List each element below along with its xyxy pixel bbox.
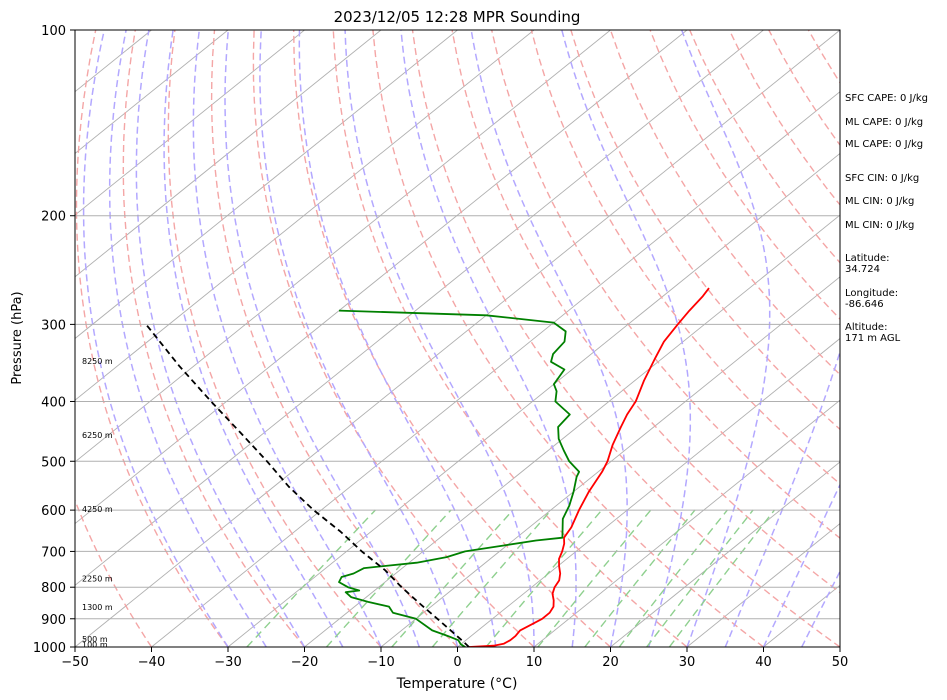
height-label: 500 m	[82, 635, 108, 644]
dry-adiabat-line	[570, 30, 840, 431]
isotherm-line	[75, 30, 535, 401]
isotherm-line	[610, 461, 840, 647]
dry-adiabat-line	[530, 30, 840, 485]
x-tick-label: 0	[453, 655, 461, 670]
moist-adiabat-line	[135, 30, 306, 647]
moist-adiabat-line	[298, 30, 497, 647]
chart-title: 2023/12/05 12:28 MPR Sounding	[334, 8, 581, 26]
x-tick-label: 40	[755, 655, 772, 670]
height-label: 6250 m	[82, 431, 113, 440]
longitude-value: -86.646	[845, 299, 884, 310]
dry-adiabat-line	[122, 30, 306, 647]
isotherm-line	[457, 337, 840, 647]
moist-adiabat-line	[344, 30, 535, 647]
y-axis-ticks: 100 200 300 400 500 600 700 800 900 1000	[33, 24, 75, 656]
sfc-cin-text: SFC CIN: 0 J/kg	[845, 173, 920, 184]
reference-lines	[75, 30, 840, 647]
longitude-label: Longitude:	[845, 288, 899, 299]
dry-adiabat-line	[167, 30, 382, 647]
isotherm-line	[75, 30, 611, 463]
isotherm-line	[227, 152, 840, 647]
dry-adiabat-line	[609, 30, 840, 376]
ml-cin-text: ML CIN: 0 J/kg	[845, 196, 915, 207]
isotherm-line	[304, 214, 840, 647]
x-tick-label: −10	[367, 655, 394, 670]
temperature-trace	[468, 287, 710, 647]
height-label: 4250 m	[82, 505, 113, 514]
height-label: 2250 m	[82, 575, 113, 584]
dry-adiabat-line	[411, 30, 840, 647]
x-tick-label: −20	[291, 655, 318, 670]
x-tick-label: −50	[61, 655, 88, 670]
height-label: 8250 m	[82, 357, 113, 366]
x-tick-label: 20	[602, 655, 619, 670]
isotherm-line	[75, 30, 458, 340]
moist-adiabat-line	[163, 30, 344, 647]
dewpoint-trace	[338, 309, 580, 647]
latitude-value: 34.724	[845, 264, 880, 275]
x-tick-label: 10	[526, 655, 543, 670]
y-tick-label: 700	[41, 545, 66, 560]
x-axis-label: Temperature (°C)	[396, 676, 518, 692]
moist-adiabat-line	[561, 30, 692, 647]
moist-adiabat-line	[762, 483, 840, 647]
isotherm-line	[533, 399, 840, 647]
dry-adiabat-line	[293, 30, 611, 647]
isotherm-line	[75, 30, 764, 586]
y-tick-label: 1000	[33, 641, 66, 656]
y-tick-label: 400	[41, 395, 66, 410]
isotherm-line	[75, 30, 305, 216]
isotherm-line	[151, 91, 840, 647]
dry-adiabat-line	[372, 30, 764, 647]
x-tick-label: −40	[138, 655, 165, 670]
dry-adiabat-line	[332, 30, 688, 647]
y-tick-label: 300	[41, 318, 66, 333]
y-tick-label: 600	[41, 504, 66, 519]
isotherm-line	[75, 30, 382, 278]
isotherm-line	[686, 523, 840, 647]
altitude-value: 171 m AGL	[845, 333, 901, 344]
moist-adiabat-line	[259, 30, 459, 647]
x-tick-label: 30	[679, 655, 696, 670]
x-axis-ticks: −50 −40 −30 −20 −10 0 10 20 30 40 50	[61, 647, 848, 670]
height-label: 1300 m	[82, 603, 113, 612]
moist-adiabat-line	[801, 569, 840, 647]
ml-cin-text-2: ML CIN: 0 J/kg	[845, 220, 915, 231]
moist-adiabat-line	[724, 30, 840, 647]
latitude-label: Latitude:	[845, 253, 890, 264]
moist-adiabat-line	[192, 30, 382, 647]
x-tick-label: −30	[214, 655, 241, 670]
x-tick-label: 50	[832, 655, 849, 670]
y-tick-label: 200	[41, 210, 66, 225]
ml-cape-text-2: ML CAPE: 0 J/kg	[845, 139, 924, 150]
moist-adiabat-line	[82, 30, 229, 647]
altitude-label: Altitude:	[845, 322, 888, 333]
isotherm-line	[75, 30, 688, 525]
mixing-ratio-line	[646, 509, 754, 647]
y-tick-label: 800	[41, 581, 66, 596]
ml-cape-text: ML CAPE: 0 J/kg	[845, 117, 924, 128]
dry-adiabat-line	[252, 30, 535, 647]
height-label: 100 m	[82, 641, 108, 650]
isotherm-line	[75, 30, 229, 154]
sounding-traces	[145, 287, 710, 647]
isotherm-line	[75, 30, 840, 647]
y-tick-label: 500	[41, 455, 66, 470]
dry-adiabat-line	[451, 30, 840, 594]
dry-adiabat-line	[210, 30, 458, 647]
dry-adiabat-line	[491, 30, 840, 540]
y-tick-label: 100	[41, 24, 66, 39]
y-tick-label: 900	[41, 613, 66, 628]
mixing-ratio-line	[668, 509, 775, 647]
parcel-trace	[145, 323, 470, 647]
sfc-cape-text: SFC CAPE: 0 J/kg	[845, 93, 928, 104]
y-axis-label: Pressure (hPa)	[10, 291, 25, 384]
moist-adiabat-line	[224, 30, 421, 647]
